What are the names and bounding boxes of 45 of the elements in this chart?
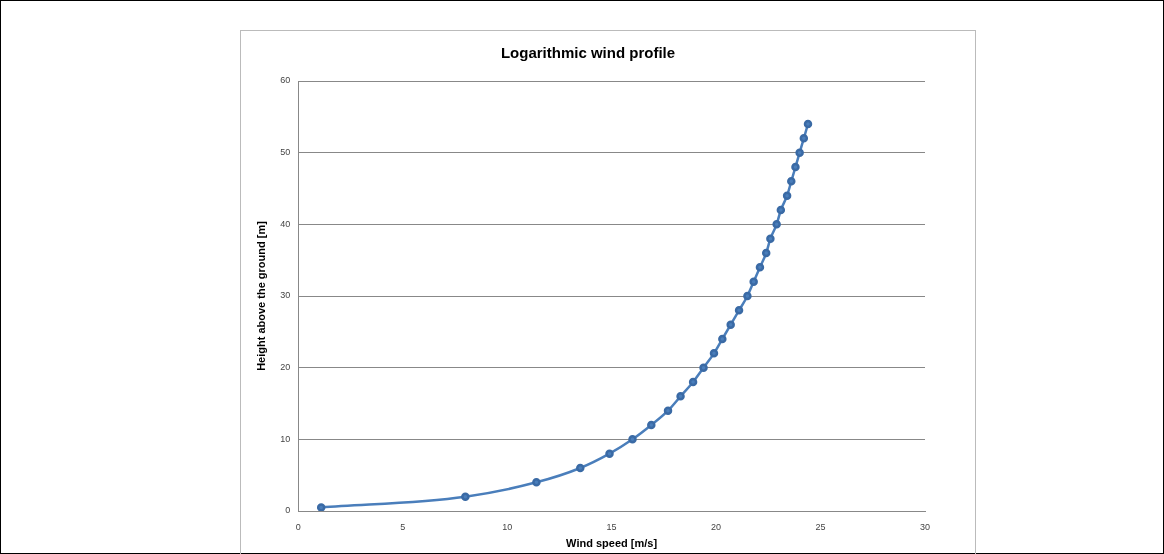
y-tick-label: 10 bbox=[280, 433, 291, 444]
x-tick-label: 25 bbox=[815, 521, 826, 532]
x-tick-label: 0 bbox=[295, 521, 301, 532]
point bbox=[803, 119, 813, 129]
y-tick-label: 0 bbox=[285, 505, 291, 516]
x-tick-label: 15 bbox=[606, 521, 617, 532]
point bbox=[743, 291, 752, 301]
point bbox=[795, 148, 804, 157]
x-tick-label: 20 bbox=[711, 521, 722, 532]
point bbox=[663, 406, 673, 415]
y-tick-label: 50 bbox=[280, 147, 291, 158]
y-tick-label: 20 bbox=[280, 362, 291, 373]
point bbox=[726, 320, 735, 329]
point bbox=[761, 248, 771, 258]
point bbox=[628, 435, 637, 444]
y-tick-label: 60 bbox=[280, 75, 291, 86]
point bbox=[461, 492, 470, 501]
point bbox=[709, 349, 719, 358]
point bbox=[791, 162, 800, 172]
y-axis-title: Height above the ground [m] bbox=[254, 220, 267, 371]
point bbox=[532, 478, 541, 487]
x-tick-label: 5 bbox=[400, 521, 406, 532]
point bbox=[755, 263, 765, 272]
point bbox=[676, 392, 685, 401]
point bbox=[688, 377, 698, 387]
point bbox=[699, 363, 708, 372]
point bbox=[316, 503, 326, 511]
x-tick-label: 10 bbox=[502, 521, 513, 532]
point bbox=[782, 191, 792, 200]
point bbox=[772, 220, 781, 229]
point bbox=[734, 306, 744, 315]
point bbox=[787, 177, 796, 186]
point bbox=[605, 449, 614, 458]
x-axis-title: Wind speed [m/s] bbox=[566, 537, 658, 550]
point bbox=[799, 134, 809, 143]
point bbox=[647, 420, 656, 430]
chart-title: Logarithmic wind profile bbox=[500, 44, 676, 62]
point bbox=[749, 277, 758, 286]
y-tick-label: 40 bbox=[280, 218, 291, 229]
x-tick-label: 30 bbox=[919, 521, 931, 532]
point bbox=[576, 463, 585, 473]
point bbox=[718, 334, 727, 344]
point bbox=[766, 234, 775, 243]
point bbox=[776, 205, 786, 215]
y-tick-label: 30 bbox=[280, 290, 291, 301]
